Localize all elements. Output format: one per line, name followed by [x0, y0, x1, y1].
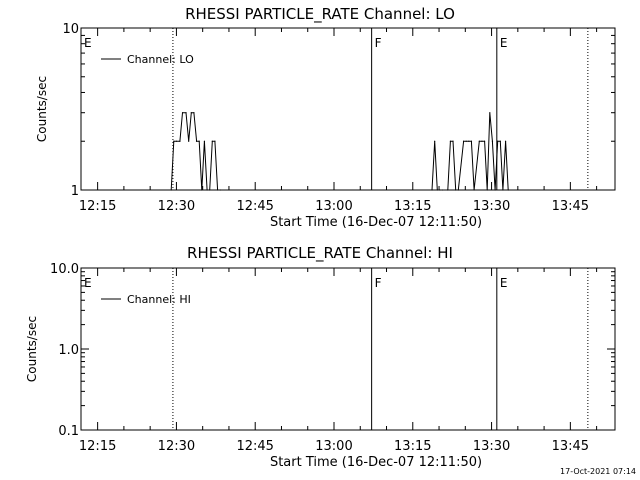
- data-point: [181, 112, 184, 114]
- legend-entry: Channel: LO: [127, 53, 194, 66]
- data-point: [441, 189, 444, 191]
- data-point: [483, 140, 486, 142]
- data-point: [195, 140, 198, 142]
- data-point: [179, 140, 181, 142]
- data-point: [494, 189, 496, 191]
- x-tick-label: 12:15: [79, 439, 116, 454]
- x-tick-label: 13:00: [315, 199, 352, 214]
- x-tick-label: 12:30: [158, 199, 195, 214]
- data-point: [489, 112, 491, 114]
- y-axis-label: Counts/sec: [35, 76, 49, 142]
- data-point: [434, 140, 436, 142]
- data-point: [185, 112, 187, 114]
- x-tick-label: 12:15: [79, 199, 116, 214]
- y-axis-label: Counts/sec: [25, 316, 39, 382]
- data-point: [209, 189, 211, 191]
- x-tick-label: 13:30: [473, 199, 510, 214]
- data-point: [214, 140, 216, 142]
- data-point: [439, 189, 441, 191]
- x-tick-label: 13:15: [394, 439, 431, 454]
- chart-title: RHESSI PARTICLE_RATE Channel: HI: [187, 244, 453, 263]
- data-point: [473, 189, 475, 191]
- annotation-label: E: [84, 276, 92, 290]
- legend-entry: Channel: HI: [127, 293, 191, 306]
- y-tick-label: 0.1: [58, 424, 79, 439]
- data-point: [211, 140, 213, 142]
- chart-title: RHESSI PARTICLE_RATE Channel: LO: [185, 5, 455, 24]
- x-tick-label: 12:45: [236, 199, 273, 214]
- x-tick-label: 13:45: [552, 199, 589, 214]
- data-point: [504, 140, 507, 142]
- x-tick-label: 13:30: [473, 439, 510, 454]
- data-point: [497, 140, 499, 142]
- data-point: [190, 112, 192, 114]
- x-axis-label: Start Time (16-Dec-07 12:11:50): [270, 215, 482, 230]
- data-point: [455, 189, 457, 191]
- data-point: [216, 189, 219, 191]
- data-point: [502, 189, 504, 191]
- annotation-label: E: [500, 276, 508, 290]
- data-point: [462, 140, 465, 142]
- annotation-label: E: [84, 36, 92, 50]
- data-point: [198, 140, 200, 142]
- data-point: [486, 189, 488, 191]
- data-point: [452, 140, 454, 142]
- data-point: [188, 140, 190, 142]
- y-tick-label: 1.0: [58, 343, 79, 358]
- data-point: [436, 189, 438, 191]
- data-point: [481, 140, 483, 142]
- data-point: [219, 189, 221, 191]
- x-tick-label: 12:45: [236, 439, 273, 454]
- annotation-label: F: [375, 276, 382, 290]
- data-point: [478, 140, 480, 142]
- data-point: [193, 112, 195, 114]
- y-tick-label: 10: [62, 22, 79, 37]
- x-tick-label: 13:00: [315, 439, 352, 454]
- data-point: [431, 189, 433, 191]
- data-point: [447, 189, 449, 191]
- data-point: [507, 189, 509, 191]
- annotation-label: F: [375, 36, 382, 50]
- y-tick-label: 1: [71, 184, 79, 199]
- data-point: [465, 140, 467, 142]
- x-axis-label: Start Time (16-Dec-07 12:11:50): [270, 455, 482, 470]
- x-tick-label: 13:15: [394, 199, 431, 214]
- data-point: [206, 189, 208, 191]
- panel-lo-chart: RHESSI PARTICLE_RATE Channel: LO Counts/s…: [35, 5, 616, 230]
- footer-timestamp: 17-Oct-2021 07:14: [560, 467, 636, 476]
- data-point: [468, 140, 470, 142]
- data-point: [173, 140, 175, 142]
- data-point: [175, 140, 178, 142]
- y-tick-label: 10.0: [50, 262, 79, 277]
- data-point: [449, 140, 452, 142]
- data-point: [457, 189, 459, 191]
- data-point: [170, 189, 172, 191]
- panel-hi-chart: RHESSI PARTICLE_RATE Channel: HI Counts/s…: [25, 244, 616, 470]
- x-tick-label: 12:30: [158, 439, 195, 454]
- data-point: [201, 189, 203, 191]
- data-point: [499, 140, 501, 142]
- data-point: [203, 140, 206, 142]
- annotation-label: E: [500, 36, 508, 50]
- data-point: [491, 140, 494, 142]
- data-point: [470, 140, 473, 142]
- x-tick-label: 13:45: [552, 439, 589, 454]
- series-line: [170, 112, 509, 191]
